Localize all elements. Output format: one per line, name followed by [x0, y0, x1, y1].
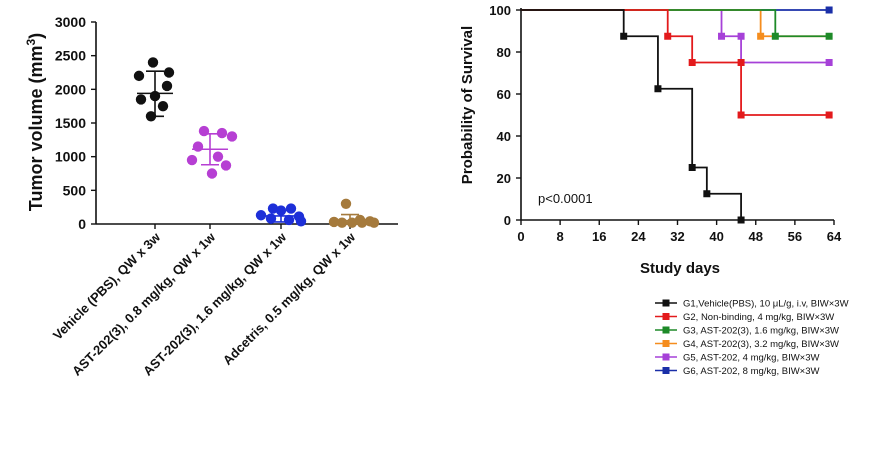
data-point [283, 214, 295, 226]
censor-marker [757, 32, 765, 40]
y-tick-label: 0 [78, 216, 86, 232]
data-point [186, 154, 198, 166]
x-tick-label: 64 [827, 229, 842, 244]
data-point [275, 205, 287, 216]
censor-marker [825, 6, 833, 14]
data-point [147, 57, 159, 68]
x-tick-label: AST-202(3), 1.6 mg/kg, QW x 1w [140, 229, 290, 379]
data-point [368, 217, 380, 228]
censor-marker [688, 164, 696, 171]
censor-marker [737, 32, 745, 40]
data-point [163, 67, 175, 78]
censor-marker [620, 32, 628, 40]
survival-y-axis-title: Probability of Survival [459, 26, 476, 184]
tumor-volume-chart: 0 500 1000 1500 2000 2500 3000 Vehicle (PBS), Q… [24, 14, 398, 379]
censor-marker [825, 59, 833, 66]
tumor-volume-axes: 0 500 1000 1500 2000 2500 3000 Vehicle (PBS), Q… [50, 14, 398, 379]
censor-marker [825, 32, 833, 40]
censor-marker [737, 111, 745, 119]
x-tick-label: 0 [517, 229, 524, 244]
y-tick-label: 3000 [55, 14, 86, 30]
legend-label: G6, AST-202, 8 mg/kg, BIW×3W [683, 366, 820, 377]
x-tick-label: Vehicle (PBS), QW x 3w [50, 229, 164, 343]
data-point [157, 100, 169, 112]
data-point [285, 203, 297, 214]
y-tick-label: 1000 [55, 149, 86, 165]
legend-swatch-marker [662, 340, 670, 347]
tumor-volume-data [133, 57, 380, 228]
legend-swatch-marker [662, 326, 670, 334]
censor-marker [703, 190, 711, 198]
legend-label: G3, AST-202(3), 1.6 mg/kg, BIW×3W [683, 326, 839, 337]
censor-marker [718, 32, 726, 40]
data-point [255, 210, 267, 221]
x-tick-label: 56 [788, 229, 802, 244]
legend-swatch-marker [662, 299, 670, 307]
x-tick-label: 48 [749, 229, 763, 244]
legend-swatch-marker [662, 313, 670, 320]
x-tick-label: 24 [631, 229, 646, 244]
y-tick-label: 100 [489, 3, 511, 18]
data-point [220, 160, 232, 171]
legend-label: G2, Non-binding, 4 mg/kg, BIW×3W [683, 312, 834, 323]
censor-marker [664, 32, 672, 40]
data-point [135, 94, 147, 105]
legend-swatch-marker [662, 353, 670, 361]
data-point [206, 168, 218, 179]
data-point [149, 90, 161, 102]
survival-curve [521, 9, 830, 116]
data-point [356, 217, 368, 228]
y-tick-label: 500 [63, 182, 87, 198]
data-point [198, 125, 210, 137]
data-point [328, 216, 340, 228]
survival-chart: 0 20 40 60 80 100 0 8 16 24 32 40 48 56 64 Probability… [459, 3, 842, 277]
censor-marker [688, 59, 696, 66]
data-point [133, 70, 145, 82]
survival-axes: 0 20 40 60 80 100 0 8 16 24 32 40 48 56 64 [489, 3, 842, 244]
data-point [295, 216, 307, 227]
y-tick-label: 1500 [55, 115, 86, 131]
data-point [336, 217, 348, 228]
y-tick-label: 2500 [55, 48, 86, 64]
legend-label: G4, AST-202(3), 3.2 mg/kg, BIW×3W [683, 339, 839, 350]
y-tick-label: 20 [497, 171, 511, 186]
survival-data [521, 6, 833, 224]
x-tick-label: 16 [592, 229, 606, 244]
censor-marker [737, 59, 745, 66]
data-point [216, 127, 228, 139]
y-tick-label: 0 [504, 213, 511, 228]
x-tick-label: Adcetris, 0.5 mg/kg, QW x 1w [220, 229, 359, 368]
y-tick-label: 40 [497, 129, 511, 144]
legend-swatch-marker [662, 367, 670, 374]
data-point [265, 213, 277, 224]
data-point [145, 111, 157, 122]
x-tick-label: 32 [670, 229, 684, 244]
data-point [161, 80, 173, 92]
data-point [346, 217, 358, 228]
data-point [267, 203, 279, 214]
p-value-annotation: p<0.0001 [538, 191, 593, 206]
legend-label: G1,Vehicle(PBS), 10 μL/g, i.v, BIW×3W [683, 299, 849, 310]
tumor-volume-y-axis-title: Tumor volume (mm3) [24, 33, 46, 211]
y-tick-label: 60 [497, 87, 511, 102]
censor-marker [771, 32, 779, 40]
data-point [212, 151, 224, 162]
y-tick-label: 2000 [55, 81, 86, 97]
y-tick-label: 80 [497, 45, 511, 60]
survival-curve [521, 9, 830, 38]
censor-marker [825, 111, 833, 119]
x-tick-label: 40 [709, 229, 723, 244]
survival-x-axis-title: Study days [640, 260, 720, 277]
legend-label: G5, AST-202, 4 mg/kg, BIW×3W [683, 353, 820, 364]
data-point [340, 198, 352, 209]
data-point [192, 141, 204, 152]
survival-legend: G1,Vehicle(PBS), 10 μL/g, i.v, BIW×3W G2,… [655, 299, 849, 377]
censor-marker [654, 85, 662, 93]
x-tick-label: 8 [557, 229, 564, 244]
data-point [226, 131, 238, 142]
survival-curve [521, 9, 830, 38]
censor-marker [737, 216, 745, 224]
survival-curve [521, 9, 742, 220]
